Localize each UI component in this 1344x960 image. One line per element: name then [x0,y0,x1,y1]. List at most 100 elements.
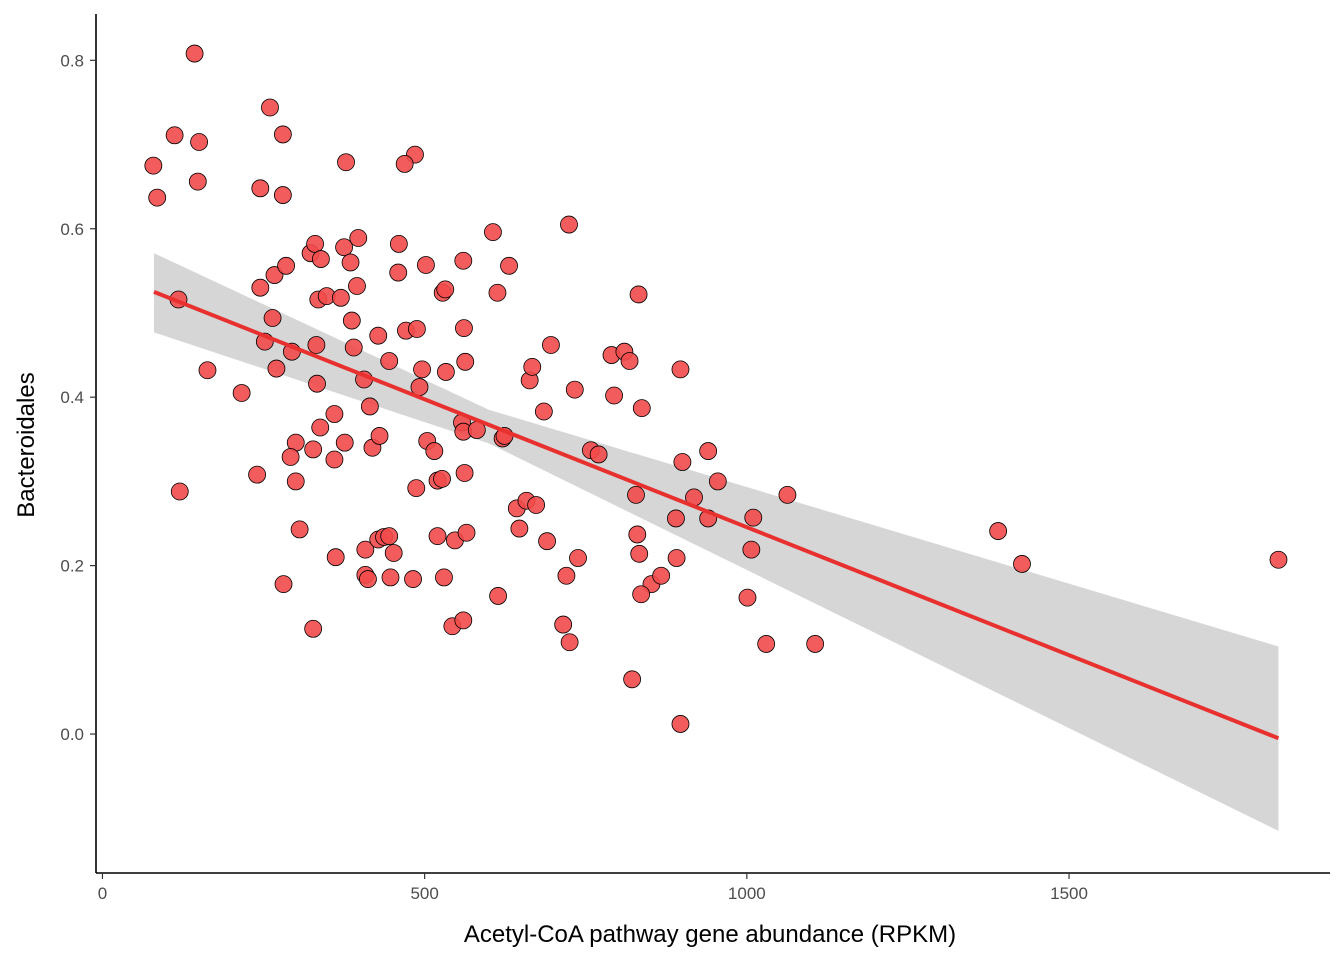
data-point [455,319,473,338]
data-point [359,570,377,588]
data-point [148,188,167,207]
trend-line-layer [153,290,1280,741]
data-point [523,357,542,376]
data-point [667,509,685,528]
data-point [251,278,270,297]
data-point [261,98,279,117]
y-axis-title: Bacteroidales [13,372,40,517]
data-point [381,568,400,587]
data-point [673,453,692,471]
x-axis-title: Acetyl-CoA pathway gene abundance (RPKM) [464,921,956,948]
data-point [331,288,350,307]
data-point [667,549,686,567]
data-point [273,125,292,144]
y-tick-label: 0.4 [60,388,84,407]
data-point [699,442,718,460]
data-point [408,320,426,338]
data-point [337,153,355,172]
data-point [304,440,323,459]
data-point [437,363,455,381]
y-tick-label: 0.8 [60,51,84,70]
trend-line [153,290,1280,741]
data-point [341,253,360,272]
data-point [325,405,344,423]
x-tick-label: 500 [410,884,438,903]
data-point [263,309,282,327]
data-point [671,360,690,379]
data-point [232,384,251,402]
x-tick-label: 1000 [728,884,766,903]
data-point [248,465,266,484]
data-point [360,397,379,416]
data-point [251,179,270,198]
data-point [989,522,1008,540]
data-point [144,156,163,175]
data-point [277,256,295,275]
data-point [188,172,207,191]
data-point [457,523,476,542]
data-point [290,520,309,539]
data-point [627,485,645,504]
data-point [454,251,473,270]
data-point [286,472,305,491]
data-point [589,445,608,464]
data-point [623,670,642,689]
data-point [380,352,399,370]
confidence-band-layer [153,253,1279,831]
data-point [311,418,330,437]
data-point [356,540,375,559]
data-point [757,635,776,653]
data-point [569,549,587,567]
data-point [267,359,286,378]
data-point [554,615,573,634]
data-point [335,238,353,257]
data-point [395,155,414,173]
y-tick-label: 0.0 [60,725,84,744]
data-point [198,361,217,380]
data-point [311,250,330,268]
data-point [560,633,579,652]
data-point [369,326,388,345]
data-point [326,548,345,567]
data-point [335,433,354,452]
data-point [428,527,447,546]
data-point [436,280,455,299]
data-point [630,544,649,563]
y-tick-label: 0.6 [60,220,84,239]
data-point [370,427,389,445]
data-point [560,215,578,234]
data-point [565,380,584,399]
y-tick-labels: 0.0 0.2 0.4 0.6 0.8 [60,51,84,744]
data-point [632,399,651,418]
data-point [652,566,671,585]
data-point [404,570,422,588]
data-point [489,587,507,605]
data-point [325,450,344,469]
data-point [632,585,651,604]
x-tick-label: 1500 [1050,884,1088,903]
data-point [389,235,408,253]
data-point [308,374,326,393]
data-point [454,611,473,630]
data-point [538,532,556,551]
data-point [306,235,324,253]
data-point [500,256,518,275]
data-point [435,568,453,587]
data-point [628,525,647,544]
data-point [380,527,399,546]
data-point [738,588,757,607]
confidence-band [153,253,1279,831]
data-point [527,496,546,514]
data-point [433,469,451,488]
data-point [407,479,426,498]
data-point [557,566,576,585]
axes-layer [90,14,1330,879]
data-point [510,519,529,538]
data-point [534,402,553,421]
data-point [348,277,366,295]
data-point [744,508,763,527]
data-point [413,360,431,379]
data-point [165,126,184,145]
data-point [1013,555,1031,573]
